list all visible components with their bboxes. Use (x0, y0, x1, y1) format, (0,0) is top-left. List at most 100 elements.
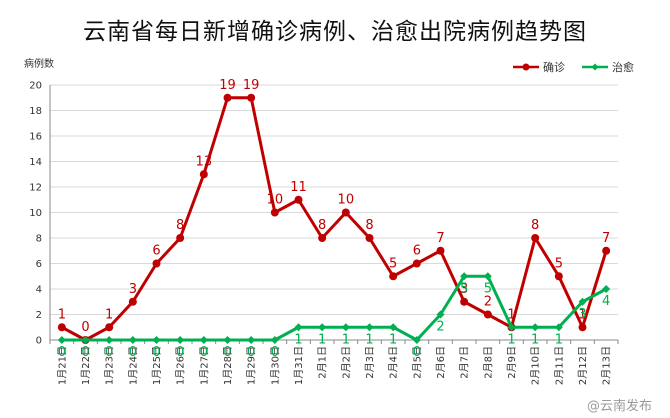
x-tick-label: 2月5日 (411, 346, 423, 379)
data-point (57, 336, 66, 344)
data-label: 1 (105, 307, 113, 322)
data-label: 0 (152, 345, 160, 360)
data-label: 10 (338, 193, 355, 208)
x-tick-label: 1月28日 (222, 346, 234, 385)
data-label: 6 (413, 244, 421, 259)
data-point (365, 234, 374, 242)
data-point (412, 336, 421, 344)
y-tick-label: 6 (36, 259, 42, 270)
data-label: 2 (484, 295, 492, 310)
x-tick-label: 1月31日 (293, 346, 305, 385)
data-point (318, 234, 327, 242)
data-label: 3 (578, 307, 586, 322)
data-point (199, 336, 208, 344)
data-point (199, 170, 208, 179)
data-label: 1 (555, 332, 563, 347)
data-point (483, 272, 492, 281)
data-label: 1 (294, 332, 302, 347)
data-point (270, 336, 279, 344)
data-point (152, 259, 161, 268)
data-label: 0 (81, 345, 89, 360)
data-point (341, 208, 350, 217)
x-tick-label: 1月23日 (104, 346, 116, 385)
data-label: 0 (58, 345, 66, 360)
x-tick-label: 1月30日 (269, 346, 281, 385)
x-tick-label: 1月27日 (198, 346, 210, 385)
y-tick-label: 2 (36, 310, 42, 321)
data-label: 1 (342, 332, 350, 347)
data-label: 0 (271, 345, 279, 360)
data-label: 1 (318, 332, 326, 347)
data-label: 8 (531, 218, 539, 233)
data-label: 1 (58, 307, 66, 322)
data-point (389, 323, 398, 332)
x-tick-label: 2月8日 (482, 346, 494, 379)
data-point (578, 297, 587, 306)
legend-label: 确诊 (543, 60, 565, 74)
data-label: 7 (602, 231, 610, 246)
data-point (57, 323, 66, 332)
data-point (412, 259, 421, 268)
data-label: 19 (243, 78, 260, 93)
data-point (602, 246, 611, 255)
x-tick-label: 2月11日 (553, 346, 565, 385)
x-tick-label: 2月10日 (530, 346, 542, 385)
data-label: 0 (413, 345, 421, 360)
data-point (128, 297, 137, 306)
data-point (223, 93, 232, 102)
data-label: 8 (318, 218, 326, 233)
data-point (128, 336, 137, 344)
data-point (578, 323, 587, 332)
data-label: 5 (555, 256, 563, 271)
data-label: 0 (105, 345, 113, 360)
x-tick-label: 2月7日 (459, 346, 471, 379)
data-point (460, 272, 469, 281)
data-label: 1 (578, 307, 586, 322)
data-point (105, 336, 114, 344)
y-tick-label: 16 (29, 132, 42, 143)
y-tick-label: 18 (29, 106, 42, 117)
data-label: 19 (219, 78, 236, 93)
data-point (507, 323, 516, 332)
x-tick-label: 1月26日 (175, 346, 187, 385)
y-tick-label: 0 (36, 336, 42, 347)
y-axis-label: 病例数 (24, 57, 54, 70)
data-point (389, 272, 398, 281)
x-tick-label: 2月9日 (506, 346, 518, 379)
data-label: 6 (152, 244, 160, 259)
data-label: 3 (460, 282, 468, 297)
data-label: 1 (531, 332, 539, 347)
x-tick-label: 1月25日 (151, 346, 163, 385)
data-point (365, 323, 374, 332)
data-label: 0 (247, 345, 255, 360)
y-tick-label: 10 (29, 208, 42, 219)
y-tick-label: 20 (29, 81, 42, 92)
data-point (483, 310, 492, 319)
x-tick-label: 2月6日 (435, 346, 447, 379)
x-tick-label: 1月21日 (56, 346, 68, 385)
data-point (436, 310, 445, 319)
data-label: 13 (196, 154, 213, 169)
data-point (176, 336, 185, 344)
data-label: 8 (176, 218, 184, 233)
data-label: 0 (223, 345, 231, 360)
data-label: 10 (267, 193, 284, 208)
data-label: 7 (436, 231, 444, 246)
data-point (247, 93, 256, 102)
y-tick-label: 12 (29, 183, 42, 194)
data-point (223, 336, 232, 344)
data-point (341, 323, 350, 332)
data-label: 1 (507, 307, 515, 322)
data-point (294, 323, 303, 332)
data-point (318, 323, 327, 332)
x-tick-label: 2月12日 (577, 346, 589, 385)
data-point (247, 336, 256, 344)
data-point (531, 234, 540, 242)
data-label: 0 (176, 345, 184, 360)
x-tick-label: 2月1日 (317, 346, 329, 379)
x-tick-label: 2月13日 (601, 346, 613, 385)
data-point (602, 285, 611, 293)
watermark: @云南发布 (586, 399, 652, 414)
data-label: 5 (484, 281, 492, 296)
